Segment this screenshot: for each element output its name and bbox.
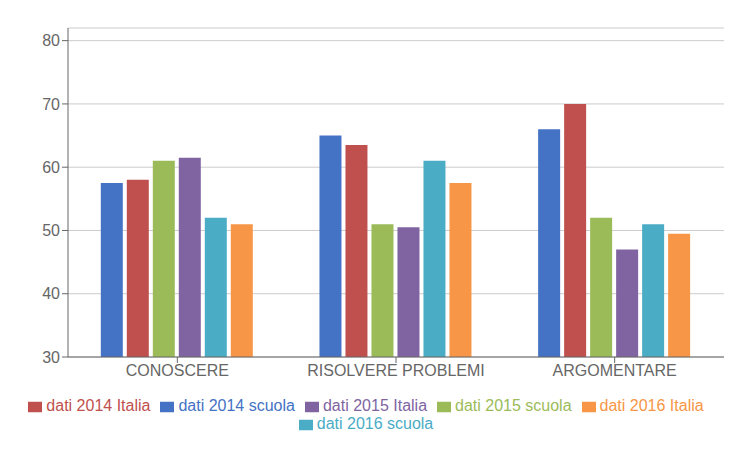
svg-text:30: 30 — [42, 349, 60, 366]
svg-text:60: 60 — [42, 159, 60, 176]
svg-text:80: 80 — [42, 32, 60, 49]
svg-text:RISOLVERE PROBLEMI: RISOLVERE PROBLEMI — [307, 362, 485, 379]
svg-text:CONOSCERE: CONOSCERE — [126, 362, 229, 379]
svg-text:50: 50 — [42, 222, 60, 239]
html-text:dati 2015 scuola: dati 2015 scuola — [455, 397, 572, 414]
html-text:dati 2014 scuola: dati 2014 scuola — [178, 397, 295, 414]
html-text:dati 2015 Italia: dati 2015 Italia — [323, 397, 427, 414]
html-text:dati 2014 Italia: dati 2014 Italia — [46, 397, 151, 414]
svg-text:ARGOMENTARE: ARGOMENTARE — [553, 362, 677, 379]
html-text:dati 2016 scuola: dati 2016 scuola — [316, 415, 434, 432]
svg-text:40: 40 — [42, 285, 60, 302]
svg-text:70: 70 — [42, 96, 60, 113]
html-text:dati 2016 Italia: dati 2016 Italia — [599, 397, 704, 414]
